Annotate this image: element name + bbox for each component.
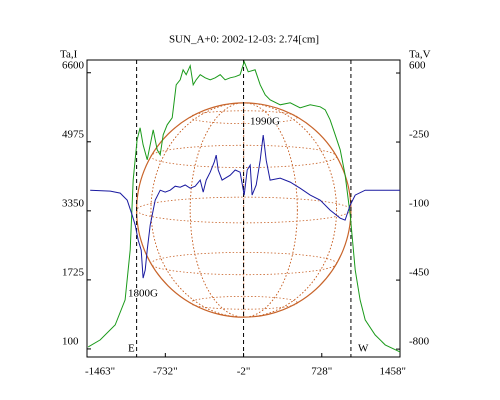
annotation: 1990G <box>250 116 280 128</box>
data-line <box>90 135 400 279</box>
chart-title: SUN_A+0: 2002-12-03: 2.74[cm] <box>169 34 319 46</box>
y2-tick-label: 600 <box>409 60 426 72</box>
y-axis-label: Ta,I <box>60 49 78 61</box>
x-tick-label: -732" <box>153 366 178 378</box>
y2-tick-label: -800 <box>409 336 430 348</box>
y2-tick-label: -450 <box>409 267 430 279</box>
y-tick-label: 6600 <box>62 59 85 71</box>
y-tick-label: 1725 <box>62 266 85 278</box>
disk-meridian <box>150 102 337 318</box>
y2-tick-label: -250 <box>409 129 430 141</box>
y-tick-label: 4975 <box>62 128 85 140</box>
annotation: 1800G <box>128 288 158 300</box>
y2-tick-label: -100 <box>409 198 430 210</box>
y2-axis-label: Ta,V <box>409 49 431 61</box>
x-tick-label: 1458" <box>380 366 407 378</box>
y-tick-label: 3350 <box>62 197 85 209</box>
x-tick-label: -2" <box>237 366 251 378</box>
x-tick-label: -1463" <box>85 366 115 378</box>
y-tick-label: 100 <box>62 335 79 347</box>
annotation: W <box>358 343 369 355</box>
annotation: E <box>128 343 135 355</box>
data-line <box>87 60 401 353</box>
x-tick-label: 728" <box>311 366 332 378</box>
